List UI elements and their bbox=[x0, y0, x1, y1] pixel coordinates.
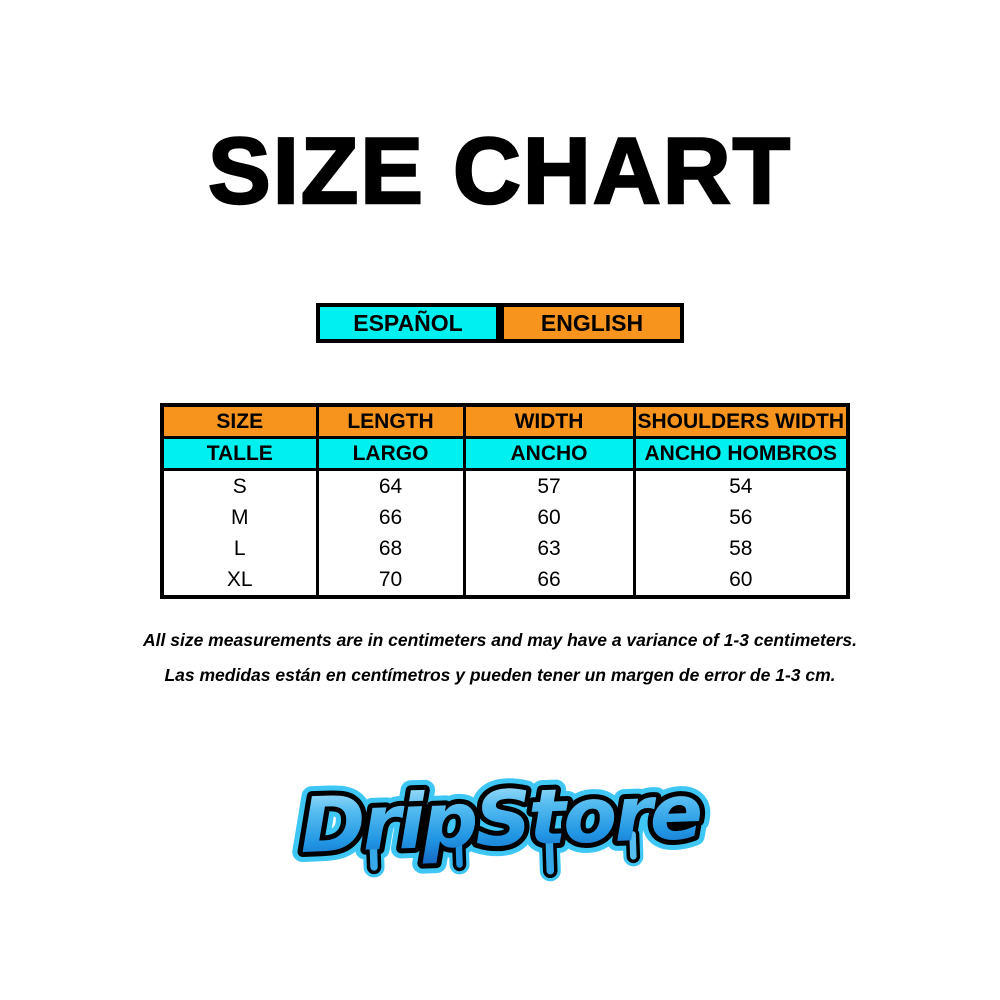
language-tabs: ESPAÑOL ENGLISH bbox=[316, 303, 684, 343]
logo-lettering: DripStore DripStore DripStore bbox=[289, 757, 712, 882]
header-row-english: SIZE LENGTH WIDTH SHOULDERS WIDTH bbox=[160, 403, 850, 439]
tab-espanol[interactable]: ESPAÑOL bbox=[316, 303, 500, 343]
table-row-s: S 64 57 54 bbox=[160, 469, 850, 502]
col-header-largo: LARGO bbox=[315, 436, 466, 471]
col-header-width: WIDTH bbox=[462, 403, 636, 439]
logo-text-fill: DripStore bbox=[299, 767, 702, 870]
col-header-talle: TALLE bbox=[160, 436, 319, 471]
size-table: SIZE LENGTH WIDTH SHOULDERS WIDTH TALLE … bbox=[160, 403, 850, 599]
tab-english[interactable]: ENGLISH bbox=[500, 303, 684, 343]
cell-shoulders: 58 bbox=[632, 533, 850, 564]
table-row-l: L 68 63 58 bbox=[160, 533, 850, 564]
cell-length: 68 bbox=[315, 533, 466, 564]
dripstore-logo-graphic: DripStore DripStore DripStore bbox=[289, 757, 712, 882]
col-header-shoulders-width: SHOULDERS WIDTH bbox=[632, 403, 850, 439]
cell-shoulders: 54 bbox=[632, 469, 850, 502]
cell-width: 57 bbox=[462, 469, 636, 502]
cell-size: M bbox=[160, 502, 319, 533]
cell-width: 60 bbox=[462, 502, 636, 533]
cell-width: 63 bbox=[462, 533, 636, 564]
col-header-size: SIZE bbox=[160, 403, 319, 439]
col-header-length: LENGTH bbox=[315, 403, 466, 439]
drip-decoration bbox=[365, 827, 641, 879]
table-row-xl: XL 70 66 60 bbox=[160, 564, 850, 597]
dripstore-logo: DripStore DripStore DripStore bbox=[275, 750, 725, 895]
note-spanish: Las medidas están en centímetros y puede… bbox=[164, 665, 836, 685]
cell-shoulders: 56 bbox=[632, 502, 850, 533]
cell-length: 64 bbox=[315, 469, 466, 502]
header-row-spanish: TALLE LARGO ANCHO ANCHO HOMBROS bbox=[160, 436, 850, 471]
cell-length: 70 bbox=[315, 564, 466, 597]
cell-size: L bbox=[160, 533, 319, 564]
col-header-ancho: ANCHO bbox=[462, 436, 636, 471]
cell-length: 66 bbox=[315, 502, 466, 533]
page-title: SIZE CHART bbox=[207, 118, 792, 223]
cell-width: 66 bbox=[462, 564, 636, 597]
cell-size: S bbox=[160, 469, 319, 502]
note-english: All size measurements are in centimeters… bbox=[143, 630, 857, 650]
cell-size: XL bbox=[160, 564, 319, 597]
col-header-ancho-hombros: ANCHO HOMBROS bbox=[632, 436, 850, 471]
table-row-m: M 66 60 56 bbox=[160, 502, 850, 533]
cell-shoulders: 60 bbox=[632, 564, 850, 597]
